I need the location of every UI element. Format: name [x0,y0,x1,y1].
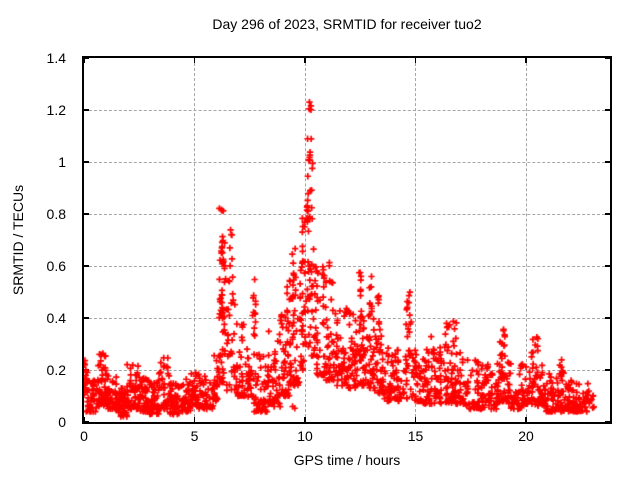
tick-y-right-0 [605,421,610,423]
y-tick-label-1.4: 1.4 [46,50,66,66]
y-tick-label-0.4: 0.4 [46,310,66,326]
plot-border [82,56,612,424]
x-tick-label-10: 10 [297,428,313,444]
y-tick-label-0: 0 [58,414,66,430]
x-tick-label-0: 0 [80,428,88,444]
x-tick-label-20: 20 [518,428,534,444]
y-tick-label-0.2: 0.2 [46,362,66,378]
y-tick-label-1.2: 1.2 [46,102,66,118]
y-tick-label-0.6: 0.6 [46,258,66,274]
tick-y-left-0 [84,421,89,423]
y-axis-label: SRMTID / TECUs [10,184,26,296]
y-tick-label-1: 1 [58,154,66,170]
y-tick-label-0.8: 0.8 [46,206,66,222]
x-tick-label-5: 5 [190,428,199,444]
chart-title: Day 296 of 2023, SRMTID for receiver tuo… [212,16,482,32]
scatter-canvas [84,58,610,422]
x-tick-label-15: 15 [407,428,424,444]
x-axis-label: GPS time / hours [293,452,401,468]
